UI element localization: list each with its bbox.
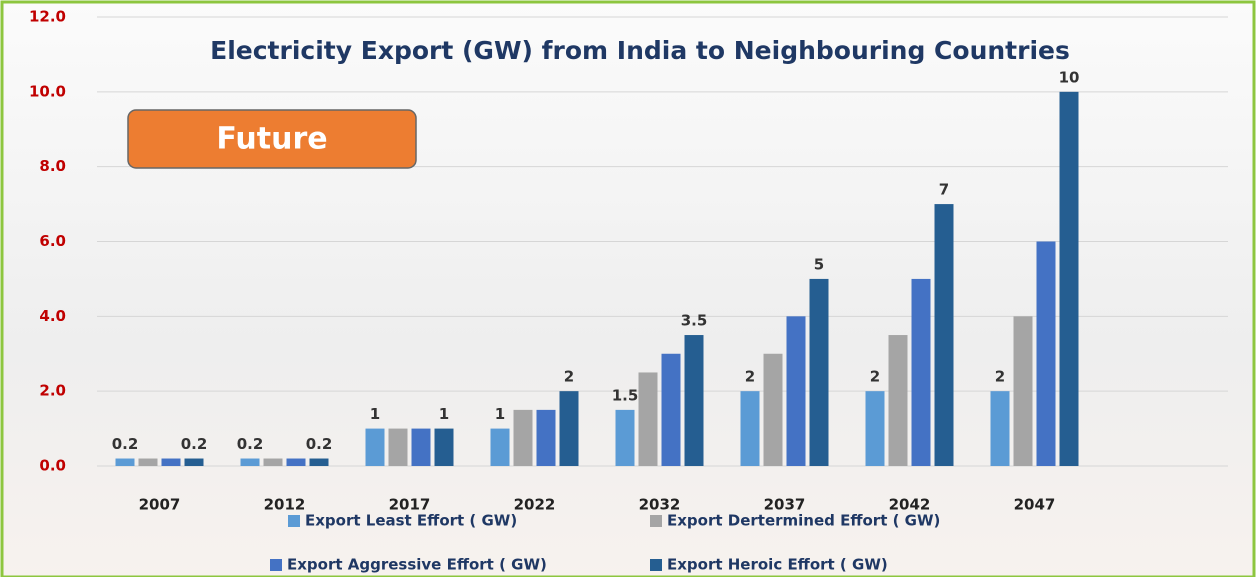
y-tick-label: 8.0 xyxy=(39,157,66,175)
bar xyxy=(662,354,681,466)
y-tick-label: 12.0 xyxy=(29,8,66,26)
y-tick-label: 6.0 xyxy=(39,232,66,250)
data-label: 7 xyxy=(939,181,949,199)
bar xyxy=(639,372,658,466)
bar xyxy=(991,391,1010,466)
legend-swatch xyxy=(650,515,662,527)
x-tick-label: 2022 xyxy=(514,496,556,514)
bar xyxy=(310,459,329,466)
chart: Future Electricity Export (GW) from Indi… xyxy=(0,0,1256,577)
y-tick-label: 2.0 xyxy=(39,382,66,400)
bar xyxy=(162,459,181,466)
data-label: 0.2 xyxy=(237,435,264,453)
bar xyxy=(866,391,885,466)
data-label: 1 xyxy=(439,405,449,423)
bar xyxy=(389,429,408,466)
data-label: 10 xyxy=(1059,68,1080,86)
bar xyxy=(514,410,533,466)
bar xyxy=(139,459,158,466)
legend-label: Export Aggressive Effort ( GW) xyxy=(287,556,547,574)
bar xyxy=(685,335,704,466)
bar xyxy=(185,459,204,466)
chart-title: Electricity Export (GW) from India to Ne… xyxy=(210,36,1070,65)
data-label: 1 xyxy=(370,405,380,423)
legend-swatch xyxy=(270,559,282,571)
y-tick-label: 0.0 xyxy=(39,457,66,475)
bar xyxy=(366,429,385,466)
bar xyxy=(560,391,579,466)
bar xyxy=(1060,92,1079,466)
bar xyxy=(935,204,954,466)
bar xyxy=(491,429,510,466)
data-label: 2 xyxy=(995,368,1005,386)
bar xyxy=(241,459,260,466)
bar xyxy=(810,279,829,466)
bar xyxy=(264,459,283,466)
bar xyxy=(537,410,556,466)
bar xyxy=(435,429,454,466)
x-tick-label: 2047 xyxy=(1014,496,1056,514)
legend-label: Export Dertermined Effort ( GW) xyxy=(667,512,940,530)
x-tick-label: 2012 xyxy=(264,496,306,514)
data-label: 1.5 xyxy=(612,386,639,404)
legend-label: Export Heroic Effort ( GW) xyxy=(667,556,888,574)
y-tick-label: 10.0 xyxy=(29,82,66,100)
bar xyxy=(741,391,760,466)
bar xyxy=(616,410,635,466)
bar xyxy=(116,459,135,466)
bar xyxy=(787,316,806,466)
data-label: 0.2 xyxy=(181,435,208,453)
data-label: 2 xyxy=(745,368,755,386)
legend-swatch xyxy=(650,559,662,571)
legend-label: Export Least Effort ( GW) xyxy=(305,512,517,530)
bar xyxy=(412,429,431,466)
legend-swatch xyxy=(288,515,300,527)
bar xyxy=(764,354,783,466)
bar xyxy=(287,459,306,466)
bar xyxy=(1037,242,1056,467)
data-label: 0.2 xyxy=(112,435,139,453)
bar xyxy=(889,335,908,466)
data-label: 0.2 xyxy=(306,435,333,453)
x-tick-label: 2007 xyxy=(139,496,181,514)
bar xyxy=(912,279,931,466)
data-label: 5 xyxy=(814,255,824,273)
data-label: 2 xyxy=(870,368,880,386)
annotation: Future xyxy=(216,122,327,157)
y-tick-label: 4.0 xyxy=(39,307,66,325)
data-label: 1 xyxy=(495,405,505,423)
data-label: 3.5 xyxy=(681,312,708,330)
data-label: 2 xyxy=(564,368,574,386)
bar xyxy=(1014,316,1033,466)
